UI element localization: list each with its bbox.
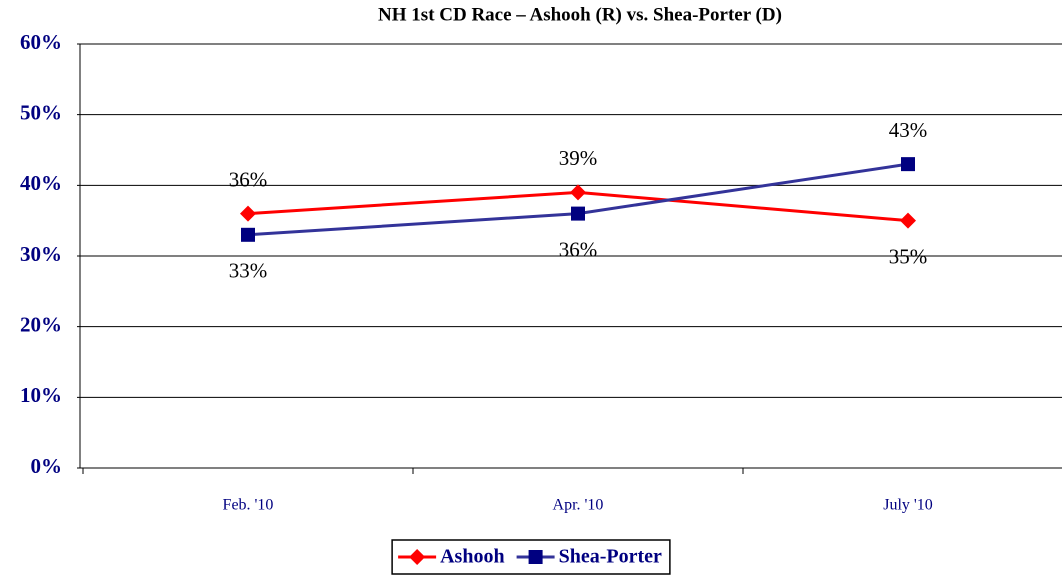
data-label: 36% [559, 237, 598, 261]
legend-marker [528, 550, 543, 564]
x-tick-label: July '10 [883, 497, 933, 514]
y-tick-label: 20% [20, 312, 62, 336]
legend: Ashooh Shea-Porter [391, 539, 671, 575]
marker [241, 227, 255, 242]
legend-marker [409, 549, 426, 565]
chart-title: NH 1st CD Race – Ashooh (R) vs. Shea-Por… [378, 4, 782, 25]
data-label: 43% [889, 118, 928, 142]
y-tick-label: 40% [20, 171, 62, 195]
x-tick-label: Apr. '10 [553, 497, 604, 514]
marker [570, 184, 586, 201]
y-tick-label: 60% [20, 30, 62, 54]
legend-label: Ashooh [440, 546, 504, 568]
legend-label: Shea-Porter [559, 546, 662, 568]
marker [571, 206, 585, 221]
y-tick-label: 10% [20, 383, 62, 407]
y-tick-label: 50% [20, 100, 62, 124]
marker [901, 157, 915, 172]
marker [240, 205, 256, 222]
y-tick-label: 0% [31, 454, 63, 478]
marker [900, 212, 916, 229]
data-label: 35% [889, 244, 928, 268]
data-label: 36% [229, 167, 268, 191]
y-tick-label: 30% [20, 242, 62, 266]
data-label: 33% [229, 259, 268, 283]
data-label: 39% [559, 146, 598, 170]
x-tick-label: Feb. '10 [223, 497, 274, 514]
